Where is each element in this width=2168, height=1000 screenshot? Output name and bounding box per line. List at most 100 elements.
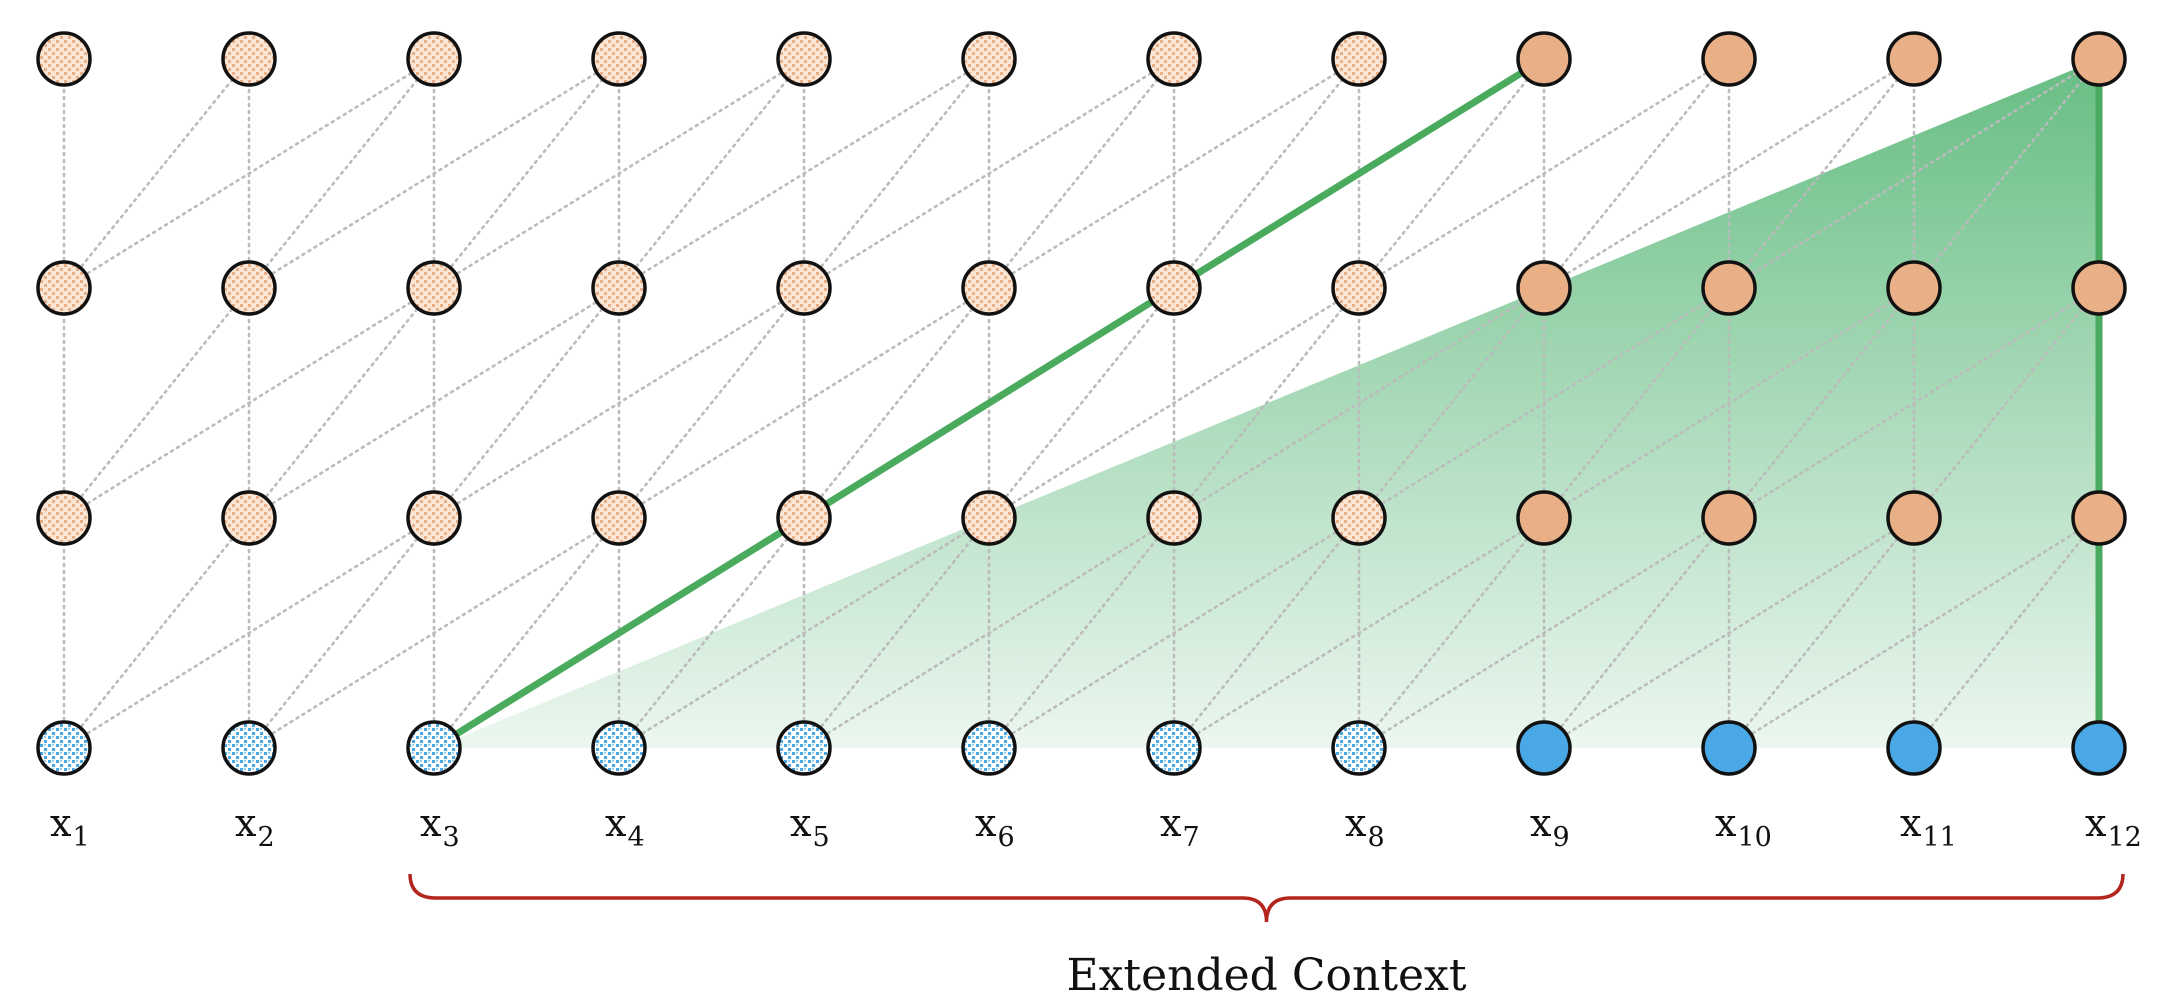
- attention-edge: [617, 286, 991, 520]
- attention-edge: [1357, 286, 1731, 520]
- attention-edge: [1357, 516, 1546, 750]
- input-label: x11: [1900, 801, 1957, 853]
- input-label: x8: [1345, 801, 1385, 853]
- hidden-node: [1701, 490, 1757, 546]
- input-node: [1516, 720, 1572, 776]
- hidden-node: [406, 490, 462, 546]
- hidden-node: [406, 31, 462, 87]
- input-node: [36, 720, 92, 776]
- input-node: [2071, 720, 2127, 776]
- hidden-node: [1331, 260, 1387, 316]
- extended-context-label: Extended Context: [1066, 950, 1466, 1000]
- attention-edge: [247, 286, 621, 520]
- attention-edge: [432, 57, 806, 290]
- attention-edge: [1357, 516, 1731, 750]
- input-node: [1701, 720, 1757, 776]
- hidden-node: [1886, 31, 1942, 87]
- attention-edge: [802, 57, 991, 290]
- hidden-node: [406, 260, 462, 316]
- receptive-field-edge: [1170, 55, 1548, 292]
- token-nodes: [36, 31, 2127, 776]
- hidden-node: [221, 490, 277, 546]
- attention-edge: [987, 286, 1176, 520]
- hidden-node: [1516, 490, 1572, 546]
- hidden-node: [961, 31, 1017, 87]
- hidden-node: [2071, 31, 2127, 87]
- hidden-node: [1516, 260, 1572, 316]
- input-label: x10: [1715, 801, 1772, 853]
- attention-edge: [1357, 57, 1731, 290]
- attention-edge: [1727, 286, 1916, 520]
- attention-edge: [802, 516, 1176, 750]
- attention-edge: [802, 516, 991, 750]
- input-node: [776, 720, 832, 776]
- hidden-node: [221, 260, 277, 316]
- hidden-node: [1146, 490, 1202, 546]
- hidden-node: [1701, 260, 1757, 316]
- hidden-node: [591, 260, 647, 316]
- hidden-node: [961, 260, 1017, 316]
- hidden-node: [2071, 260, 2127, 316]
- input-node: [1886, 720, 1942, 776]
- attention-edge: [987, 57, 1176, 290]
- attention-edge: [987, 286, 1361, 520]
- input-node: [1331, 720, 1387, 776]
- attention-edge: [1912, 286, 2101, 520]
- attention-edge: [1727, 516, 2101, 750]
- attention-edge: [62, 516, 436, 750]
- attention-edge: [1542, 286, 1916, 520]
- attention-edge: [247, 57, 621, 290]
- hidden-node: [1886, 490, 1942, 546]
- attention-edge: [432, 286, 806, 520]
- attention-edge: [802, 57, 1176, 290]
- attention-edge: [987, 57, 1361, 290]
- attention-edge: [1172, 516, 1361, 750]
- brace: [408, 873, 2125, 923]
- input-label: x1: [50, 801, 90, 853]
- attention-edge: [1727, 57, 2101, 290]
- attention-edge: [1727, 286, 2101, 520]
- attention-edge: [247, 286, 436, 520]
- input-node: [221, 720, 277, 776]
- attention-edge: [1172, 286, 1546, 520]
- input-labels: x1 x2 x3 x4 x5 x6 x7 x8 x9 x10 x11 x12: [50, 801, 2142, 853]
- attention-edge: [432, 516, 621, 750]
- hidden-node: [1886, 260, 1942, 316]
- input-node: [961, 720, 1017, 776]
- input-label: x7: [1160, 801, 1200, 853]
- attention-edge: [1172, 286, 1361, 520]
- attention-edge: [617, 516, 991, 750]
- hidden-node: [36, 31, 92, 87]
- attention-edge: [62, 286, 436, 520]
- attention-edge: [62, 516, 251, 750]
- attention-edge: [247, 57, 436, 290]
- attention-edge: [1542, 516, 1731, 750]
- attention-edge: [1172, 57, 1361, 290]
- receptive-field-edge: [430, 514, 808, 752]
- input-label: x4: [605, 801, 645, 853]
- attention-edge: [617, 286, 806, 520]
- attention-edge: [1542, 57, 1916, 290]
- attention-edge: [617, 57, 991, 290]
- attention-edge: [1357, 286, 1546, 520]
- receptive-field-edge: [800, 284, 1178, 522]
- hidden-node: [36, 260, 92, 316]
- input-label: x9: [1530, 801, 1570, 853]
- attention-edge: [62, 57, 436, 290]
- input-node: [1146, 720, 1202, 776]
- input-node: [591, 720, 647, 776]
- attention-edge: [617, 516, 806, 750]
- attention-edge: [1727, 516, 1916, 750]
- input-label: x2: [235, 801, 275, 853]
- attention-edge: [1542, 286, 1731, 520]
- hidden-node: [776, 260, 832, 316]
- attention-edge: [617, 57, 806, 290]
- attention-edge: [987, 516, 1361, 750]
- hidden-node: [1146, 31, 1202, 87]
- attention-edge: [987, 516, 1176, 750]
- input-label: x6: [975, 801, 1015, 853]
- extended-context-brace: Extended Context: [408, 873, 2125, 1000]
- hidden-node: [1331, 31, 1387, 87]
- receptive-field-outline: [430, 55, 2103, 752]
